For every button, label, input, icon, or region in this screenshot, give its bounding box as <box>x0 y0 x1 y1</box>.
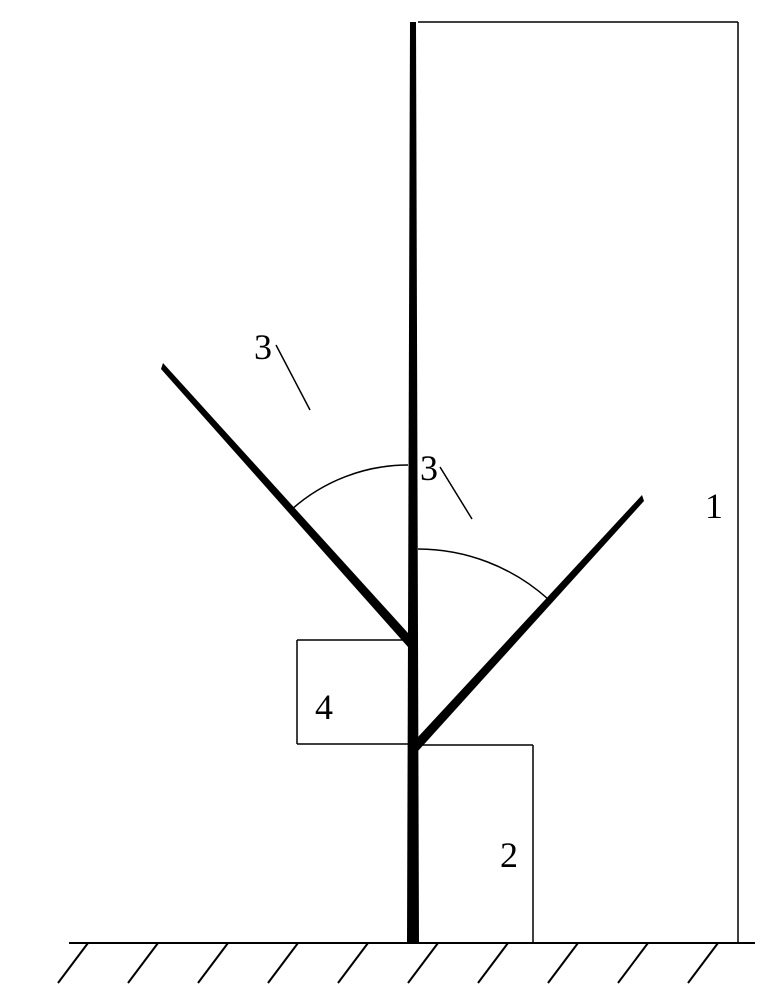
left-branch <box>161 363 408 647</box>
diagram-container: 1 2 3 3 4 <box>0 0 783 1000</box>
label-4: 4 <box>315 686 333 728</box>
label-1: 1 <box>705 485 723 527</box>
dimension-1 <box>418 22 738 943</box>
right-branch <box>418 495 644 751</box>
trunk <box>407 22 419 943</box>
angle-3-left <box>276 345 408 510</box>
ground-hatch <box>58 943 718 983</box>
label-3-left: 3 <box>254 326 272 368</box>
tree-diagram-svg <box>0 0 783 1000</box>
label-3-right: 3 <box>420 447 438 489</box>
label-2: 2 <box>500 834 518 876</box>
dimension-4 <box>297 640 408 744</box>
